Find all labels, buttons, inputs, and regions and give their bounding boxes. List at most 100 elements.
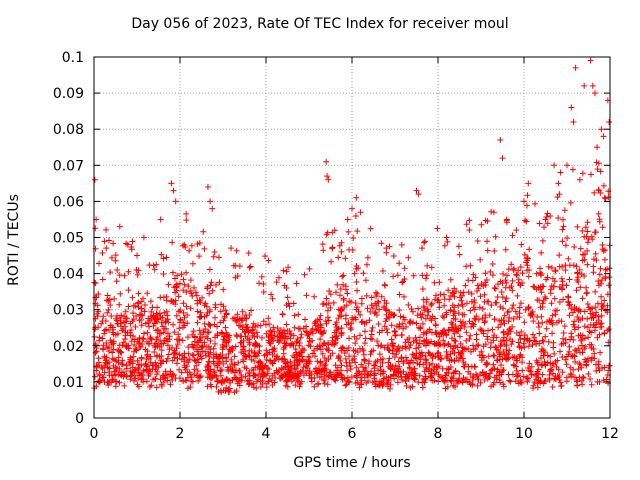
data-point — [135, 290, 142, 297]
data-point — [524, 337, 531, 344]
data-point — [514, 357, 521, 364]
data-point — [153, 336, 160, 343]
data-point — [438, 331, 445, 338]
data-point — [270, 324, 277, 331]
data-point — [319, 350, 326, 357]
data-point — [380, 368, 387, 375]
data-point — [101, 330, 108, 337]
data-point — [484, 298, 491, 305]
data-point — [491, 331, 498, 338]
data-point — [233, 375, 240, 382]
data-point — [110, 362, 117, 369]
data-point — [443, 348, 450, 355]
data-point — [225, 350, 232, 357]
data-point — [282, 340, 289, 347]
data-point — [405, 360, 412, 367]
data-point — [311, 347, 318, 354]
data-point — [91, 373, 98, 380]
data-point — [581, 82, 588, 89]
data-point — [164, 342, 171, 349]
data-point — [337, 357, 344, 364]
data-point — [599, 241, 606, 248]
data-point — [352, 300, 359, 307]
data-point — [444, 238, 451, 245]
data-point — [323, 358, 330, 365]
data-point — [539, 371, 546, 378]
data-point — [212, 281, 219, 288]
data-point — [596, 216, 603, 223]
data-point — [526, 367, 533, 374]
data-point — [118, 312, 125, 319]
data-point — [555, 180, 562, 187]
data-point — [395, 365, 402, 372]
data-point — [561, 323, 568, 330]
data-point — [131, 377, 138, 384]
data-point — [347, 324, 354, 331]
data-point — [453, 377, 460, 384]
data-point — [357, 332, 364, 339]
data-point — [142, 361, 149, 368]
data-point — [158, 330, 165, 337]
data-point — [471, 315, 478, 322]
data-point — [311, 293, 318, 300]
data-point — [176, 325, 183, 332]
data-point — [470, 304, 477, 311]
data-point — [497, 278, 504, 285]
data-point — [459, 301, 466, 308]
data-point — [432, 329, 439, 336]
data-point — [332, 336, 339, 343]
data-point — [325, 339, 332, 346]
data-point — [429, 355, 436, 362]
data-point — [396, 324, 403, 331]
data-point — [365, 360, 372, 367]
data-point — [597, 324, 604, 331]
data-point — [562, 356, 569, 363]
data-point — [266, 321, 273, 328]
data-point — [413, 355, 420, 362]
data-point — [379, 268, 386, 275]
data-point — [143, 355, 150, 362]
data-point — [301, 347, 308, 354]
data-point — [433, 292, 440, 299]
data-point — [463, 263, 470, 270]
data-point — [399, 320, 406, 327]
data-point — [490, 334, 497, 341]
data-point — [217, 319, 224, 326]
data-point — [448, 378, 455, 385]
data-point — [119, 357, 126, 364]
data-point — [472, 274, 479, 281]
data-point — [259, 362, 266, 369]
data-point — [259, 334, 266, 341]
data-point — [190, 352, 197, 359]
data-point — [373, 312, 380, 319]
data-point — [481, 291, 488, 298]
data-point — [413, 187, 420, 194]
data-point — [521, 319, 528, 326]
data-point — [400, 278, 407, 285]
data-point — [169, 269, 176, 276]
data-point — [467, 381, 474, 388]
data-point — [407, 359, 414, 366]
data-point — [533, 270, 540, 277]
data-point — [357, 381, 364, 388]
data-point — [196, 335, 203, 342]
data-point — [105, 345, 112, 352]
data-point — [480, 330, 487, 337]
data-point — [171, 275, 178, 282]
data-point — [231, 361, 238, 368]
data-point — [587, 376, 594, 383]
data-point — [590, 263, 597, 270]
data-point — [505, 266, 512, 273]
data-point — [226, 389, 233, 396]
data-point — [289, 340, 296, 347]
data-point — [448, 335, 455, 342]
data-point — [583, 290, 590, 297]
data-point — [441, 342, 448, 349]
data-point — [188, 242, 195, 249]
data-point — [233, 247, 240, 254]
data-point — [103, 340, 110, 347]
data-point — [215, 378, 222, 385]
data-point — [533, 340, 540, 347]
data-point — [596, 271, 603, 278]
data-point — [292, 346, 299, 353]
